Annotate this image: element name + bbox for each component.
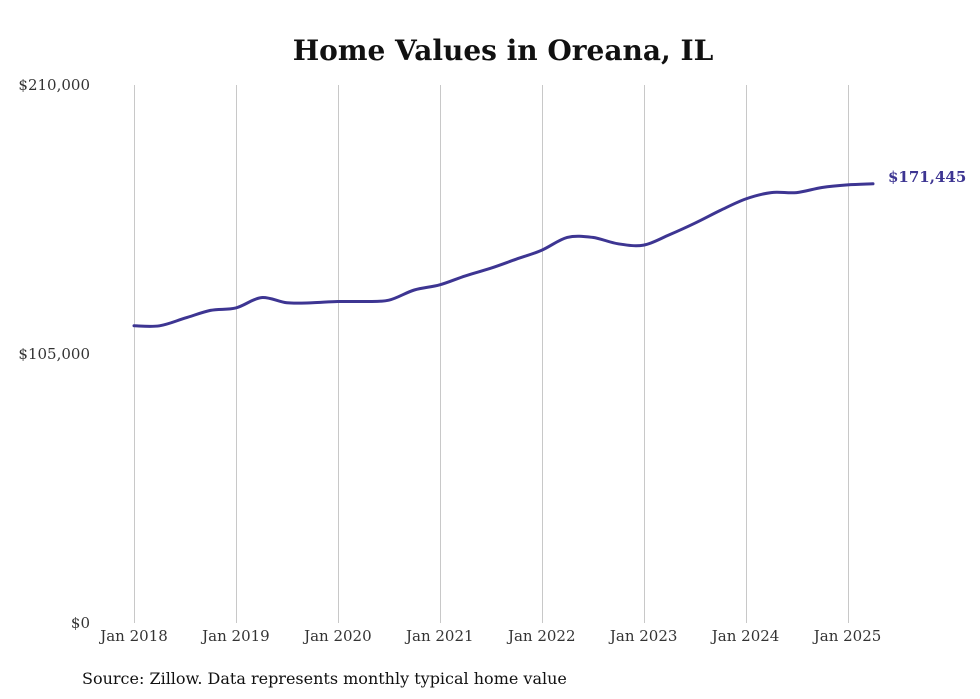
x-tick-label: Jan 2020 bbox=[302, 627, 372, 645]
y-tick-label: $0 bbox=[71, 614, 90, 632]
chart-title: Home Values in Oreana, IL bbox=[293, 34, 714, 67]
x-tick-label: Jan 2022 bbox=[506, 627, 576, 645]
x-tick-label: Jan 2019 bbox=[200, 627, 270, 645]
x-axis: Jan 2018 Jan 2019 Jan 2020 Jan 2021 Jan 2022… bbox=[98, 627, 881, 645]
gridlines bbox=[134, 85, 849, 623]
source-note: Source: Zillow. Data represents monthly … bbox=[82, 669, 567, 688]
x-tick-label: Jan 2018 bbox=[98, 627, 168, 645]
end-value-label: $171,445 bbox=[888, 168, 966, 186]
series-line bbox=[132, 182, 875, 328]
y-axis: $0 $105,000 $210,000 bbox=[18, 76, 90, 632]
x-tick-label: Jan 2024 bbox=[710, 627, 780, 645]
x-tick-label: Jan 2021 bbox=[404, 627, 474, 645]
x-tick-label: Jan 2023 bbox=[608, 627, 678, 645]
x-tick-label: Jan 2025 bbox=[812, 627, 882, 645]
y-tick-label: $105,000 bbox=[18, 345, 90, 363]
series-group bbox=[132, 182, 875, 328]
y-tick-label: $210,000 bbox=[18, 76, 90, 94]
